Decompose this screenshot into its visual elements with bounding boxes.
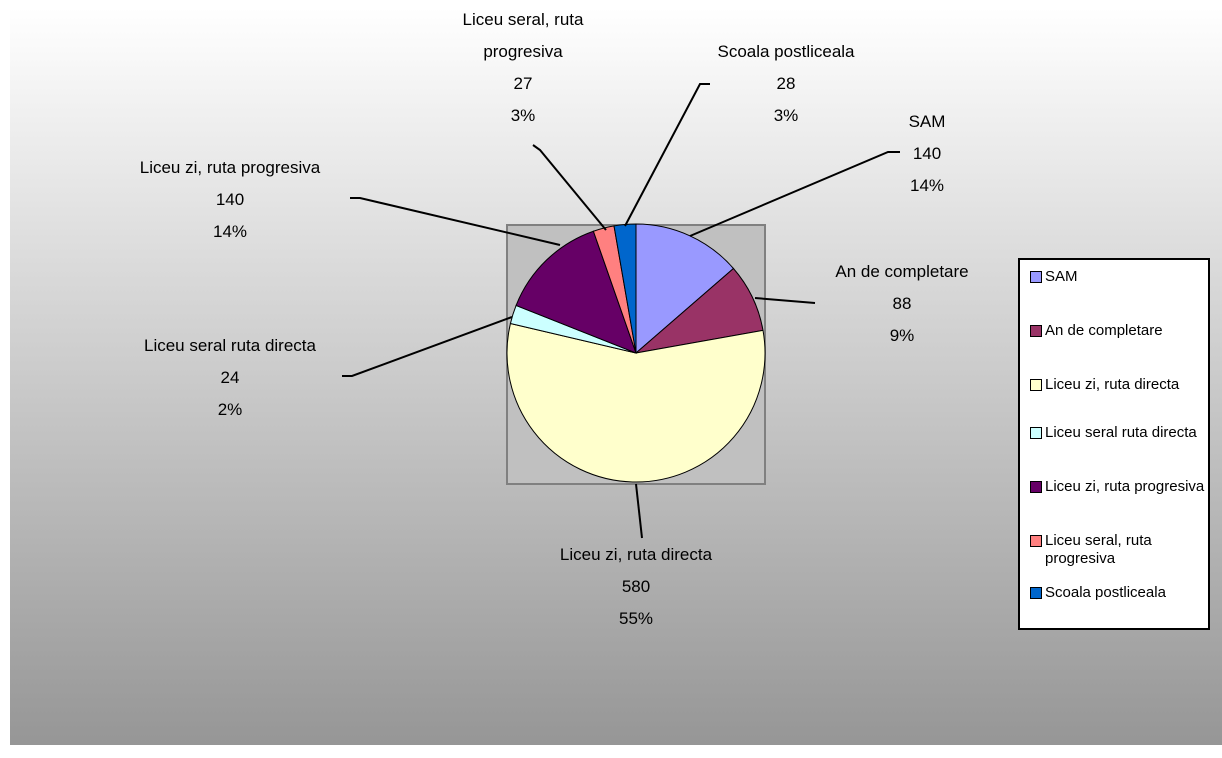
label-name: An de completare xyxy=(835,262,969,281)
label-percent: 9% xyxy=(889,326,915,345)
legend-label: Liceu zi, ruta progresiva xyxy=(1045,478,1205,495)
label-name: Liceu zi, ruta directa xyxy=(559,545,713,564)
leader-line xyxy=(689,151,900,237)
leader-line xyxy=(350,197,561,246)
pie-slice xyxy=(515,230,637,354)
label-value: 580 xyxy=(621,577,651,596)
legend-swatch xyxy=(1030,587,1042,599)
label-percent: 3% xyxy=(773,106,799,125)
legend-swatch xyxy=(1030,325,1042,337)
pie-slice xyxy=(506,322,766,483)
label-name: Scoala postliceala xyxy=(717,42,855,61)
leader-line xyxy=(635,483,643,539)
legend-label: Liceu seral ruta directa xyxy=(1045,424,1197,441)
data-label: Liceu seral, ruta progresiva 27 3% xyxy=(448,4,598,132)
legend-item: Liceu seral, ruta progresiva xyxy=(1030,532,1206,568)
label-value: 27 xyxy=(513,74,533,93)
leader-line xyxy=(342,316,513,377)
legend: SAM An de completare Liceu zi, ruta direct… xyxy=(1018,258,1210,630)
legend-item: Scoala postliceala xyxy=(1030,584,1206,602)
label-value: 28 xyxy=(776,74,796,93)
legend-item: Liceu zi, ruta progresiva xyxy=(1030,478,1206,496)
legend-swatch xyxy=(1030,427,1042,439)
legend-swatch xyxy=(1030,379,1042,391)
pie-slice xyxy=(635,223,735,355)
label-percent: 3% xyxy=(510,106,536,125)
label-percent: 14% xyxy=(909,176,945,195)
data-label: Liceu zi, ruta directa 580 55% xyxy=(526,539,746,635)
legend-label: An de completare xyxy=(1045,322,1163,339)
data-label: Liceu zi, ruta progresiva 140 14% xyxy=(100,152,360,248)
label-value: 24 xyxy=(220,368,240,387)
label-name: SAM xyxy=(908,112,946,131)
legend-item: Liceu seral ruta directa xyxy=(1030,424,1206,442)
data-label: SAM 140 14% xyxy=(867,106,987,202)
legend-label: Liceu zi, ruta directa xyxy=(1045,376,1180,393)
data-label: Scoala postliceala 28 3% xyxy=(686,36,886,132)
data-label: An de completare 88 9% xyxy=(802,256,1002,352)
label-percent: 14% xyxy=(212,222,248,241)
legend-swatch xyxy=(1030,535,1042,547)
legend-swatch xyxy=(1030,271,1042,283)
label-percent: 55% xyxy=(618,609,654,628)
label-value: 140 xyxy=(912,144,942,163)
label-value: 140 xyxy=(215,190,245,209)
label-name: Liceu seral ruta directa xyxy=(144,336,316,355)
label-name: Liceu seral, ruta progresiva xyxy=(462,10,584,61)
label-name: Liceu zi, ruta progresiva xyxy=(139,158,321,177)
legend-label: Scoala postliceala xyxy=(1045,584,1166,601)
label-value: 88 xyxy=(892,294,912,313)
label-percent: 2% xyxy=(217,400,243,419)
data-label: Liceu seral ruta directa 24 2% xyxy=(110,330,350,426)
legend-item: Liceu zi, ruta directa xyxy=(1030,376,1206,394)
legend-label: SAM xyxy=(1045,268,1078,285)
legend-swatch xyxy=(1030,481,1042,493)
leader-line xyxy=(624,83,710,227)
leader-line xyxy=(532,144,607,231)
legend-item: An de completare xyxy=(1030,322,1206,340)
legend-item: SAM xyxy=(1030,268,1206,286)
leader-line xyxy=(754,297,816,304)
legend-label: Liceu seral, ruta progresiva xyxy=(1045,532,1152,567)
